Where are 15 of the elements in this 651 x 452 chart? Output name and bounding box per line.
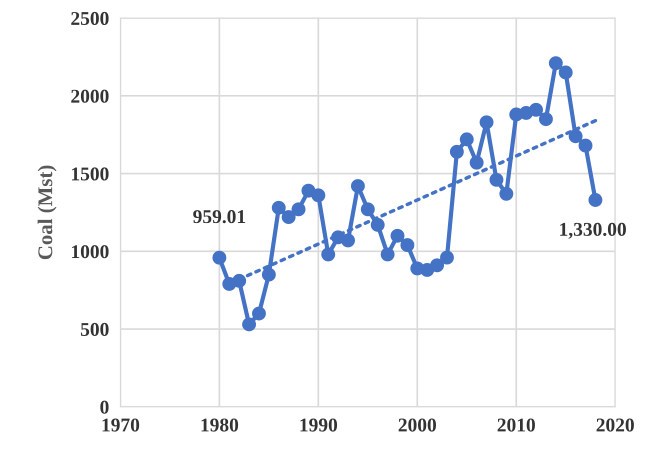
x-tick-label: 2010 xyxy=(498,418,535,432)
x-tick-label: 1990 xyxy=(300,418,338,432)
data-label: 959.01 xyxy=(193,210,246,224)
y-tick-label: 0 xyxy=(100,400,109,414)
y-tick-label: 2500 xyxy=(71,12,109,26)
y-tick-label: 1500 xyxy=(72,167,109,181)
data-label: 1,330.00 xyxy=(560,222,626,239)
y-tick-label: 2000 xyxy=(71,90,109,103)
x-tick-label: 1980 xyxy=(202,418,238,432)
y-axis-title: Coal (Mst) xyxy=(38,166,57,260)
y-tick-label: 1000 xyxy=(72,245,109,258)
y-tick-label: 500 xyxy=(80,322,109,336)
x-tick-label: 1970 xyxy=(102,418,140,432)
x-tick-label: 2020 xyxy=(596,418,634,432)
x-tick-label: 2000 xyxy=(398,418,436,432)
